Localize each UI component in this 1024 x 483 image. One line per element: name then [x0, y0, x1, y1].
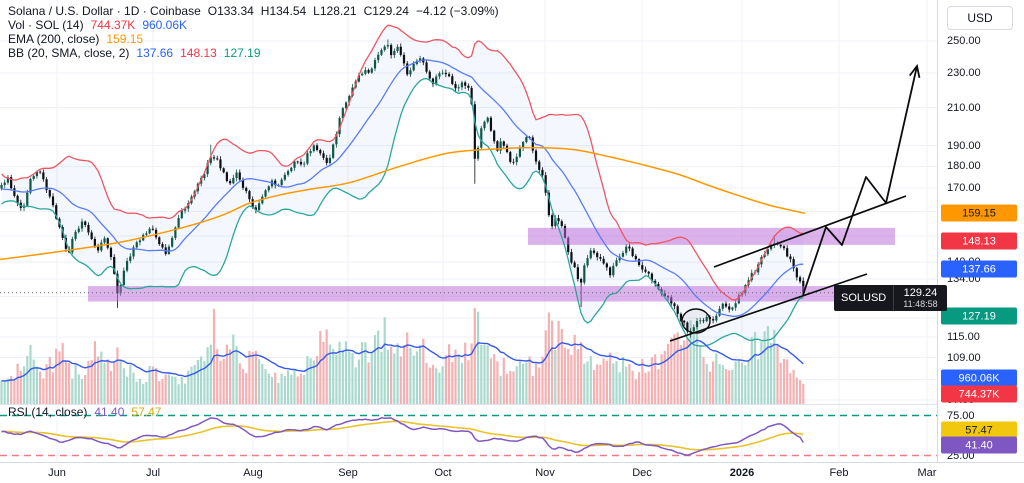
time-axis-label: Feb — [829, 467, 849, 479]
time-axis-label: Sep — [338, 467, 358, 479]
price-axis[interactable]: USD SOLUSD 129.24 11:48:58 250.00 230.00 2… — [834, 0, 1024, 462]
resistance-trendline[interactable] — [713, 195, 907, 268]
symbol-label: SOLUSD — [834, 285, 894, 311]
price-tick-label: 115.00 — [947, 331, 980, 344]
price-axis-tag: 159.15 — [941, 204, 1017, 222]
price-axis-tag: 57.47 — [941, 421, 1017, 439]
rsi-legend[interactable]: RSI (14, close) 41.40 57.47 — [8, 405, 161, 419]
rsi-indicator-title: RSI (14, close) — [8, 405, 88, 419]
rsi-ma-value: 57.47 — [131, 405, 162, 419]
legend-ema-row[interactable]: EMA (200, close) 159.15 — [8, 32, 499, 46]
bb-fill — [1, 25, 804, 347]
time-axis-label: Nov — [535, 467, 555, 479]
ohlc-high: H134.54 — [260, 4, 307, 18]
price-tick-label: 230.00 — [947, 66, 981, 79]
volume-current-value: 744.37K — [90, 18, 136, 32]
arrow-head — [908, 63, 921, 79]
time-axis-label: Jun — [48, 467, 66, 479]
time-axis-label: Dec — [632, 467, 652, 479]
zone-rectangle[interactable] — [88, 286, 895, 302]
volume-ma-value: 960.06K — [142, 18, 188, 32]
rsi-line — [1, 417, 804, 456]
rsi-tick-label: 75.00 — [947, 409, 975, 422]
ema200-line — [0, 146, 806, 261]
ema-indicator-title: EMA (200, close) — [8, 32, 100, 46]
price-axis-tag: 148.13 — [941, 232, 1017, 250]
volume-ma-line — [1, 339, 804, 382]
time-axis[interactable]: Jun Jul Aug Sep Oct Nov Dec 2026 Feb Mar — [0, 462, 1024, 483]
price-axis-tag: 744.37K — [941, 385, 1017, 403]
bb-upper-value: 148.13 — [180, 46, 217, 60]
volume-indicator-title: Vol · SOL (14) — [8, 18, 84, 32]
time-axis-label: Jul — [145, 467, 161, 479]
ohlc-open: O133.34 — [207, 4, 254, 18]
price-tick-label: 250.00 — [947, 35, 981, 47]
legend-bb-row[interactable]: BB (20, SMA, close, 2) 137.66 148.13 127… — [8, 46, 499, 60]
price-axis-tag: 41.40 — [941, 436, 1017, 454]
chart-legend: Solana / U.S. Dollar · 1D · Coinbase O13… — [8, 4, 499, 60]
rsi-ma-line — [1, 420, 804, 451]
ohlc-close: C129.24 — [363, 4, 409, 18]
chart-canvas[interactable] — [0, 0, 937, 462]
volume-bars — [0, 308, 805, 404]
bb-indicator-title: BB (20, SMA, close, 2) — [8, 46, 130, 60]
ema-value: 159.15 — [106, 32, 144, 46]
ohlc-low: L128.21 — [313, 4, 357, 18]
low-circle-annotation[interactable] — [681, 308, 711, 334]
bb-lower-value: 127.19 — [223, 46, 261, 60]
rsi-value: 41.40 — [94, 405, 125, 419]
projection-zigzag-arrow[interactable] — [802, 65, 918, 296]
time-axis-label: Oct — [434, 467, 452, 479]
price-tick-label: 109.00 — [947, 351, 981, 364]
price-tick-label: 180.00 — [947, 160, 981, 173]
zone-rectangle[interactable] — [528, 227, 895, 245]
symbol-title: Solana / U.S. Dollar · 1D · Coinbase — [8, 4, 201, 18]
bb-basis-line — [1, 59, 804, 317]
bb-lower-line — [1, 77, 804, 347]
currency-toggle-button[interactable]: USD — [947, 6, 1013, 30]
time-axis-label: 2026 — [729, 467, 755, 479]
price-zones[interactable] — [88, 227, 895, 302]
time-axis-label: Mar — [917, 467, 937, 479]
current-price-value: 129.24 — [903, 287, 938, 299]
price-tick-label: 210.00 — [947, 101, 981, 114]
price-axis-tag: 960.06K — [941, 369, 1017, 387]
legend-symbol-row[interactable]: Solana / U.S. Dollar · 1D · Coinbase O13… — [8, 4, 499, 18]
drawing-annotations[interactable] — [669, 63, 921, 342]
price-tick-label: 190.00 — [947, 139, 981, 152]
bb-upper-line — [1, 24, 804, 301]
price-axis-tag: 127.19 — [941, 307, 1017, 325]
price-axis-tag: 137.66 — [941, 260, 1017, 278]
bar-countdown: 11:48:58 — [903, 299, 938, 309]
bb-basis-value: 137.66 — [136, 46, 174, 60]
price-tick-label: 170.00 — [947, 182, 981, 195]
legend-volume-row[interactable]: Vol · SOL (14) 744.37K 960.06K — [8, 18, 499, 32]
ohlc-change: −4.12 (−3.09%) — [415, 4, 499, 18]
current-price-tag: SOLUSD 129.24 11:48:58 — [834, 285, 947, 311]
time-axis-label: Aug — [243, 467, 263, 479]
